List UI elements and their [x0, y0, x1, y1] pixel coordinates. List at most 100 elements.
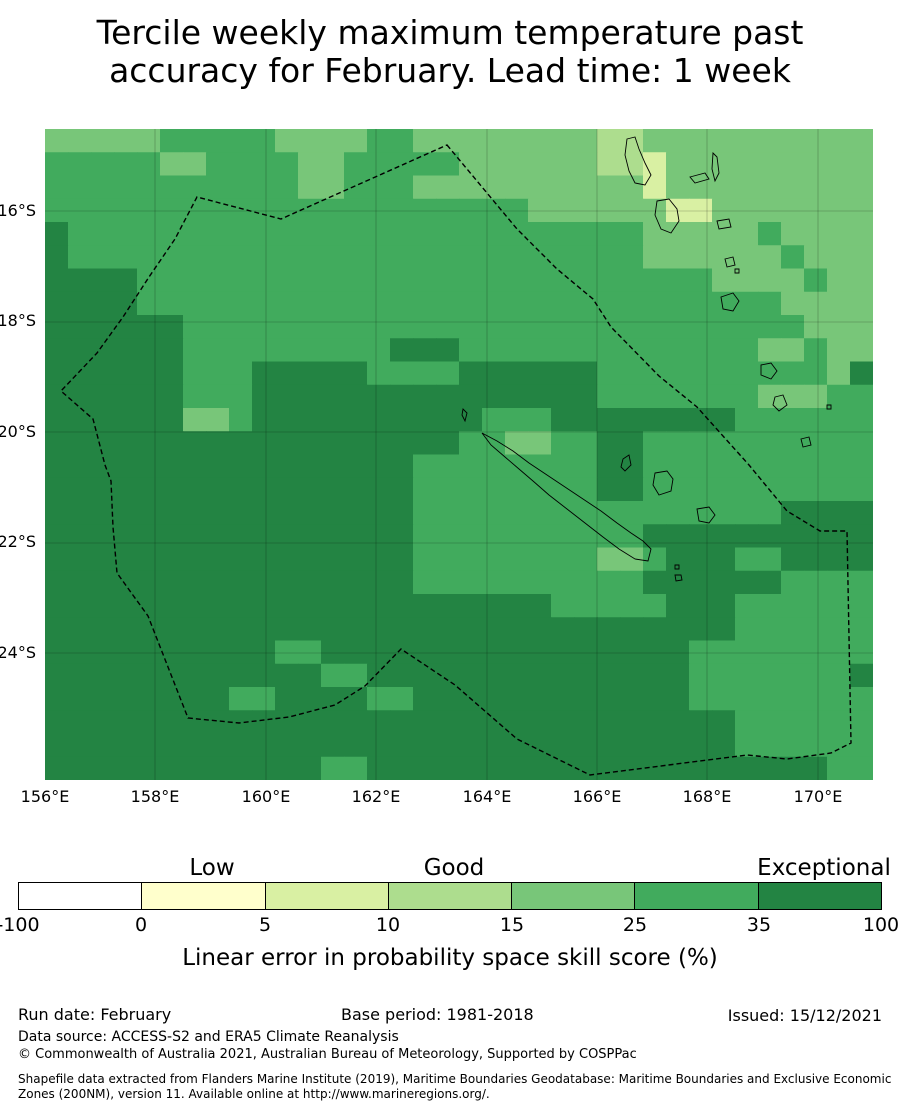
skill-cell [850, 431, 873, 455]
skill-cell [551, 129, 575, 153]
skill-cell [137, 245, 161, 269]
skill-cell [160, 524, 184, 548]
skill-cell [298, 617, 322, 641]
skill-cell [436, 594, 460, 618]
island-epi [724, 256, 736, 268]
skill-cell [413, 663, 437, 688]
island-espiritu-santo [624, 136, 652, 186]
skill-cell [758, 547, 782, 572]
skill-cell [735, 338, 759, 362]
skill-cell [459, 152, 483, 176]
data-source: Data source: ACCESS-S2 and ERA5 Climate … [18, 1029, 399, 1045]
skill-cell [505, 733, 529, 758]
skill-cell [551, 710, 575, 734]
skill-cell [91, 291, 115, 316]
skill-cell [367, 222, 391, 246]
base-period: Base period: 1981-2018 [341, 1005, 534, 1024]
skill-cell [206, 756, 230, 780]
skill-cell [804, 547, 828, 572]
skill-cell [367, 338, 391, 362]
skill-cell [735, 291, 759, 316]
skill-cell [68, 338, 92, 362]
skill-cell [91, 175, 115, 200]
skill-cell [91, 756, 115, 780]
skill-cell [45, 315, 69, 339]
skill-cell [367, 617, 391, 641]
skill-cell [137, 175, 161, 200]
skill-cell [436, 710, 460, 734]
skill-cell [551, 408, 575, 432]
skill-cell [367, 594, 391, 618]
skill-cell [367, 291, 391, 316]
skill-cell [321, 315, 345, 339]
skill-cell [597, 152, 621, 176]
skill-cell [850, 384, 873, 409]
skill-cell [643, 640, 667, 665]
skill-cell [712, 175, 736, 200]
skill-cell [643, 687, 667, 711]
skill-cell [229, 524, 253, 548]
skill-cell [413, 245, 437, 269]
colorbar-tick: 25 [622, 914, 648, 936]
skill-cell [298, 338, 322, 362]
skill-cell [252, 710, 276, 734]
skill-cell [459, 268, 483, 293]
skill-cell [850, 756, 873, 780]
skill-cell [758, 640, 782, 665]
skill-cell [459, 198, 483, 223]
skill-cell [367, 501, 391, 525]
skill-cell [597, 268, 621, 293]
skill-cell [735, 687, 759, 711]
skill-cell [91, 431, 115, 455]
skill-cell [137, 291, 161, 316]
skill-cell [344, 408, 368, 432]
skill-cell [321, 756, 345, 780]
skill-cell [252, 129, 276, 153]
skill-cell [229, 477, 253, 502]
skill-cell [275, 175, 299, 200]
skill-cell [804, 198, 828, 223]
skill-cell [137, 338, 161, 362]
skill-cell [551, 291, 575, 316]
skill-cell [689, 756, 713, 780]
skill-cell [436, 756, 460, 780]
skill-cell [91, 570, 115, 595]
island-pentecost [711, 151, 720, 183]
skill-cell [666, 408, 690, 432]
skill-cell [551, 454, 575, 479]
skill-cell [298, 175, 322, 200]
skill-cell [436, 687, 460, 711]
skill-cell [712, 408, 736, 432]
skill-cell [275, 524, 299, 548]
skill-cell [551, 617, 575, 641]
skill-cell [758, 756, 782, 780]
skill-cell [528, 222, 552, 246]
skill-cell [804, 501, 828, 525]
skill-cell [413, 129, 437, 153]
skill-cell [344, 361, 368, 386]
skill-cell [597, 361, 621, 386]
skill-cell [827, 687, 851, 711]
map-canvas [45, 129, 873, 780]
skill-cell [482, 245, 506, 269]
skill-cell [620, 408, 644, 432]
skill-cell [183, 663, 207, 688]
skill-cell [574, 222, 598, 246]
skill-cell [114, 756, 138, 780]
skill-cell [827, 547, 851, 572]
skill-cell [114, 408, 138, 432]
skill-cell [183, 617, 207, 641]
skill-cell [735, 175, 759, 200]
skill-cell [620, 640, 644, 665]
skill-cell [160, 454, 184, 479]
island-efate [720, 292, 740, 312]
skill-cell [298, 268, 322, 293]
skill-cell [45, 477, 69, 502]
skill-cell [689, 222, 713, 246]
skill-cell [413, 617, 437, 641]
skill-cell [620, 361, 644, 386]
skill-cell [390, 245, 414, 269]
skill-cell [252, 291, 276, 316]
skill-cell [574, 152, 598, 176]
skill-cell [367, 361, 391, 386]
